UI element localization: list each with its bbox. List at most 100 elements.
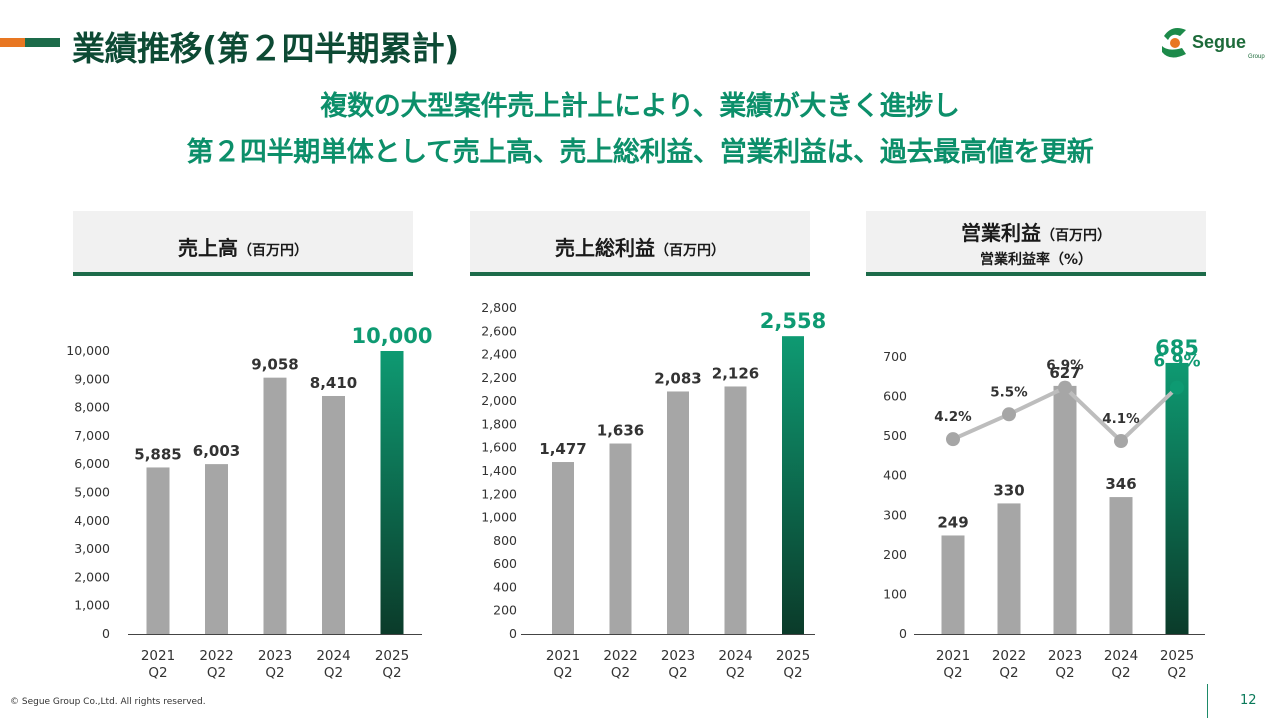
panel-header-sales: 売上高（百万円） xyxy=(73,211,413,276)
x-tick-label-quarter: Q2 xyxy=(265,665,284,681)
bar-value-label: 8,410 xyxy=(310,374,357,392)
y-tick-label: 2,000 xyxy=(74,569,110,584)
y-tick-label: 2,800 xyxy=(481,300,517,315)
margin-point xyxy=(1002,407,1016,422)
bar xyxy=(146,467,170,634)
y-tick-label: 1,600 xyxy=(481,440,517,455)
y-tick-label: 3,000 xyxy=(74,541,110,556)
x-tick-label-year: 2025 xyxy=(1160,648,1194,664)
bar xyxy=(380,351,404,634)
x-tick-label-year: 2024 xyxy=(718,648,752,664)
panel-title: 営業利益 xyxy=(961,221,1041,245)
y-tick-label: 1,400 xyxy=(481,463,517,478)
x-tick-label-quarter: Q2 xyxy=(943,665,962,681)
x-tick-label-year: 2024 xyxy=(316,648,350,664)
y-tick-label: 1,000 xyxy=(481,510,517,525)
margin-value-label: 6.9% xyxy=(1153,352,1200,372)
panel-title: 売上総利益 xyxy=(555,236,655,260)
bar-value-label: 249 xyxy=(937,513,968,531)
y-tick-label: 10,000 xyxy=(66,343,110,358)
y-tick-label: 600 xyxy=(493,556,517,571)
panel-unit: （百万円） xyxy=(238,243,308,259)
bar-value-label: 685 xyxy=(1155,336,1199,360)
margin-point xyxy=(1170,380,1184,395)
bar xyxy=(609,443,632,634)
y-tick-label: 1,000 xyxy=(74,598,110,613)
bar xyxy=(1053,385,1077,634)
x-tick-label-year: 2022 xyxy=(603,648,637,664)
y-tick-label: 2,000 xyxy=(481,393,517,408)
headline-line-1: 複数の大型案件売上計上により、業績が大きく進捗し xyxy=(320,91,960,122)
x-tick-label-quarter: Q2 xyxy=(1055,665,1074,681)
segue-logo: Segue Group xyxy=(1162,28,1265,60)
margin-point xyxy=(946,432,960,447)
title-accent-bar xyxy=(0,38,60,47)
bar-value-label: 10,000 xyxy=(351,324,432,348)
bar xyxy=(205,464,228,634)
panel-subtitle: 営業利益率（%） xyxy=(979,252,1093,268)
y-tick-label: 0 xyxy=(509,626,517,641)
y-tick-label: 100 xyxy=(883,586,907,601)
y-tick-label: 7,000 xyxy=(74,428,110,443)
x-tick-label-year: 2021 xyxy=(546,648,580,664)
bar-value-label: 9,058 xyxy=(251,356,298,374)
x-tick-label-year: 2023 xyxy=(661,648,695,664)
x-tick-label-quarter: Q2 xyxy=(148,665,167,681)
y-tick-label: 9,000 xyxy=(74,371,110,386)
bar-value-label: 2,083 xyxy=(654,369,701,387)
x-tick-label-quarter: Q2 xyxy=(999,665,1018,681)
x-tick-label-quarter: Q2 xyxy=(726,665,745,681)
bar xyxy=(782,336,804,634)
bar xyxy=(724,386,747,634)
bar xyxy=(667,391,689,634)
x-tick-label-quarter: Q2 xyxy=(382,665,401,681)
bar-value-label: 2,126 xyxy=(712,364,759,382)
bar-value-label: 6,003 xyxy=(193,442,240,460)
y-tick-label: 2,600 xyxy=(481,323,517,338)
y-tick-label: 1,200 xyxy=(481,486,517,501)
y-tick-label: 600 xyxy=(883,389,907,404)
x-tick-label-quarter: Q2 xyxy=(1111,665,1130,681)
y-tick-label: 6,000 xyxy=(74,456,110,471)
margin-value-label: 6.9% xyxy=(1046,358,1084,374)
panel-header-gross-profit: 売上総利益（百万円） xyxy=(470,211,810,276)
x-tick-label-year: 2025 xyxy=(776,648,810,664)
bar-value-label: 330 xyxy=(993,481,1024,499)
panel-title: 売上高 xyxy=(178,236,238,260)
x-tick-label-year: 2022 xyxy=(992,648,1026,664)
y-tick-label: 8,000 xyxy=(74,400,110,415)
x-tick-label-quarter: Q2 xyxy=(324,665,343,681)
bar-value-label: 1,636 xyxy=(597,422,644,440)
bar xyxy=(552,462,574,634)
x-tick-label-year: 2021 xyxy=(936,648,970,664)
margin-value-label: 5.5% xyxy=(990,384,1028,400)
bar-value-label: 5,885 xyxy=(134,445,181,463)
y-tick-label: 200 xyxy=(883,547,907,562)
x-tick-label-year: 2023 xyxy=(258,648,292,664)
y-tick-label: 5,000 xyxy=(74,485,110,500)
y-tick-label: 4,000 xyxy=(74,513,110,528)
bar xyxy=(1165,362,1189,634)
logo-text: Segue xyxy=(1192,32,1246,52)
bar xyxy=(997,503,1021,634)
x-tick-label-year: 2021 xyxy=(141,648,175,664)
bar xyxy=(941,535,965,634)
bar-value-label: 627 xyxy=(1049,364,1080,382)
bar xyxy=(1109,497,1133,634)
x-tick-label-year: 2025 xyxy=(375,648,409,664)
x-tick-label-quarter: Q2 xyxy=(611,665,630,681)
bar xyxy=(322,395,345,634)
panel-unit: （百万円） xyxy=(655,243,725,259)
x-tick-label-quarter: Q2 xyxy=(668,665,687,681)
y-tick-label: 1,800 xyxy=(481,416,517,431)
bar-value-label: 2,558 xyxy=(760,309,826,333)
x-tick-label-year: 2022 xyxy=(199,648,233,664)
y-tick-label: 0 xyxy=(899,626,907,641)
margin-value-label: 4.2% xyxy=(934,409,972,425)
x-tick-label-quarter: Q2 xyxy=(207,665,226,681)
x-tick-label-quarter: Q2 xyxy=(1167,665,1186,681)
x-tick-label-quarter: Q2 xyxy=(553,665,572,681)
y-tick-label: 2,400 xyxy=(481,347,517,362)
y-tick-label: 400 xyxy=(883,468,907,483)
